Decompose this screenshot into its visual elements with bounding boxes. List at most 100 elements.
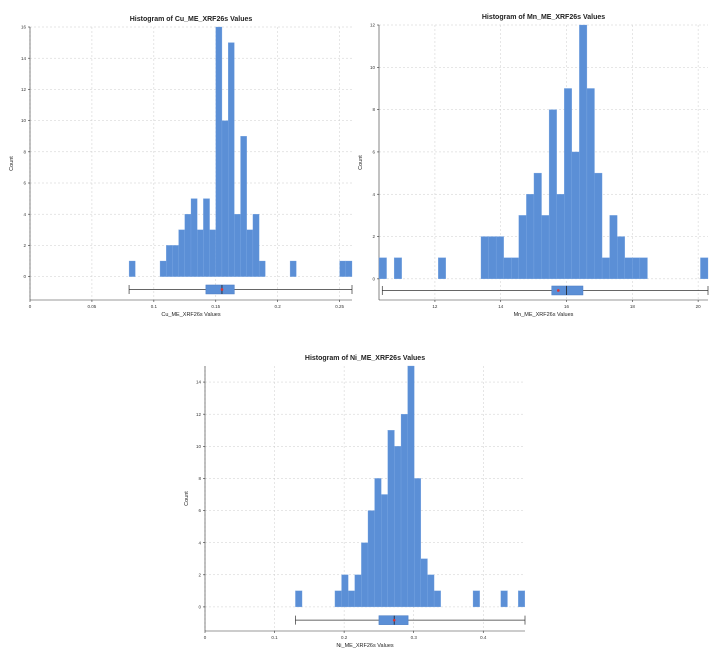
mn-histogram-bar — [700, 257, 709, 279]
mn-histogram-bar — [533, 172, 542, 279]
mn-x-axis-label: Mn_ME_XRF26s Values — [514, 312, 574, 318]
mn-histogram-bar — [526, 194, 535, 279]
ni-y-tick-label: 0 — [198, 605, 201, 610]
cu-y-tick-label: 6 — [23, 181, 26, 186]
ni-y-axis-label: Count — [184, 491, 190, 506]
mn-x-tick-label: 14 — [498, 304, 504, 309]
mn-histogram-bar — [586, 88, 595, 279]
mn-histogram-bar — [579, 24, 588, 279]
mn-histogram-bar — [378, 257, 387, 279]
mn-histogram-bar — [548, 109, 557, 279]
mn-box-iqr — [551, 285, 584, 296]
cu-x-tick-label: 0.25 — [335, 304, 344, 309]
mn-histogram-bar — [438, 257, 446, 279]
mn-y-tick-label: 10 — [370, 65, 376, 70]
mn-histogram-bar — [503, 257, 512, 279]
ni-x-tick-label: 0.4 — [480, 635, 487, 640]
cu-y-tick-label: 0 — [23, 274, 26, 279]
mn-histogram-bar — [480, 236, 489, 279]
ni-histogram-chart: Histogram of Ni_ME_XRF26s Values 0 2 4 6 8 10 1… — [184, 355, 526, 649]
mn-x-tick-label: 12 — [432, 304, 438, 309]
cu-histogram-bar — [339, 260, 346, 277]
mn-histogram-bar — [601, 257, 610, 279]
mn-histogram-bar — [639, 257, 648, 279]
cu-box-iqr — [205, 284, 235, 295]
ni-x-tick-label: 0 — [204, 635, 207, 640]
ni-histogram-bar — [334, 590, 342, 608]
cu-histogram-bar — [240, 136, 247, 277]
ni-histogram-bar — [387, 430, 395, 608]
mn-histogram-bar — [624, 257, 633, 279]
cu-y-tick-label: 16 — [21, 25, 27, 30]
cu-histogram-bar — [234, 214, 241, 277]
mn-histogram-bar — [617, 236, 625, 279]
cu-histogram-bar — [228, 42, 235, 277]
mn-histogram-panel: Histogram of Mn_ME_XRF26s Values 0 2 4 6 8 10 1… — [358, 0, 717, 330]
cu-x-tick-label: 0.15 — [211, 304, 220, 309]
ni-histogram-panel: Histogram of Ni_ME_XRF26s Values 0 2 4 6 8 10 1… — [179, 332, 537, 662]
mn-x-tick-label: 16 — [564, 304, 570, 309]
ni-histogram-bar — [367, 510, 375, 608]
cu-y-axis-label: Count — [9, 156, 15, 171]
cu-histogram-chart: Histogram of Cu_ME_XRF26s Values 0 2 4 6 8 10 1… — [9, 16, 353, 318]
ni-box-mean-marker — [392, 618, 396, 622]
ni-histogram-bar — [354, 574, 362, 608]
mn-y-axis-label: Count — [358, 155, 364, 170]
mn-histogram-bar — [632, 257, 641, 279]
mn-x-tick-label: 20 — [696, 304, 702, 309]
cu-histogram-bar — [128, 260, 136, 277]
cu-y-tick-label: 8 — [23, 149, 26, 154]
cu-histogram-bar — [215, 26, 223, 277]
ni-histogram-bar — [400, 414, 408, 608]
mn-y-tick-label: 2 — [372, 234, 375, 239]
ni-x-axis-label: Ni_ME_XRF26s Values — [336, 643, 394, 649]
ni-x-tick-label: 0.1 — [271, 635, 278, 640]
mn-histogram-bar — [571, 151, 580, 279]
cu-x-tick-label: 0.1 — [151, 304, 158, 309]
cu-histogram-bar — [246, 229, 254, 277]
ni-histogram-bar — [394, 446, 402, 608]
cu-box-mean-marker — [220, 288, 224, 291]
ni-histogram-bar — [500, 590, 508, 608]
cu-histogram-bar — [252, 214, 260, 277]
mn-histogram-bar — [393, 257, 402, 279]
cu-histogram-bar — [172, 245, 179, 277]
ni-y-tick-label: 10 — [196, 444, 202, 449]
cu-chart-title: Histogram of Cu_ME_XRF26s Values — [130, 16, 253, 23]
mn-chart-title: Histogram of Mn_ME_XRF26s Values — [482, 14, 605, 21]
mn-histogram-bar — [511, 257, 519, 279]
ni-histogram-bar — [472, 590, 480, 608]
cu-histogram-bar — [209, 229, 216, 277]
cu-y-tick-label: 14 — [21, 56, 27, 61]
ni-histogram-bar — [518, 590, 526, 608]
mn-y-tick-label: 6 — [372, 150, 375, 155]
cu-histogram-bar — [178, 229, 185, 277]
ni-y-tick-label: 2 — [198, 572, 201, 577]
mn-histogram-chart: Histogram of Mn_ME_XRF26s Values 0 2 4 6 8 10 1… — [358, 14, 709, 318]
mn-y-tick-label: 8 — [372, 107, 375, 112]
ni-histogram-bar — [381, 494, 388, 608]
ni-histogram-bar — [414, 478, 422, 608]
mn-histogram-bar — [488, 236, 497, 279]
ni-histogram-bar — [420, 558, 428, 608]
cu-y-tick-label: 2 — [23, 243, 26, 248]
cu-y-tick-label: 4 — [23, 212, 26, 217]
ni-y-tick-label: 14 — [196, 380, 202, 385]
cu-x-tick-label: 0.2 — [275, 304, 282, 309]
mn-histogram-bar — [556, 194, 565, 279]
mn-histogram-bar — [541, 215, 550, 279]
ni-y-tick-label: 4 — [198, 540, 201, 545]
cu-x-tick-label: 0 — [29, 304, 32, 309]
ni-histogram-bar — [348, 590, 355, 608]
cu-histogram-bar — [190, 198, 198, 277]
cu-histogram-bar — [345, 260, 353, 277]
cu-histogram-bar — [197, 229, 204, 277]
ni-histogram-bar — [361, 542, 369, 608]
cu-histogram-bar — [289, 260, 297, 277]
cu-y-tick-label: 10 — [21, 118, 27, 123]
mn-histogram-bar — [564, 88, 572, 279]
cu-y-tick-label: 12 — [21, 87, 27, 92]
cu-histogram-bar — [159, 260, 167, 277]
mn-histogram-bar — [594, 172, 603, 279]
mn-box-mean-marker — [557, 289, 560, 292]
